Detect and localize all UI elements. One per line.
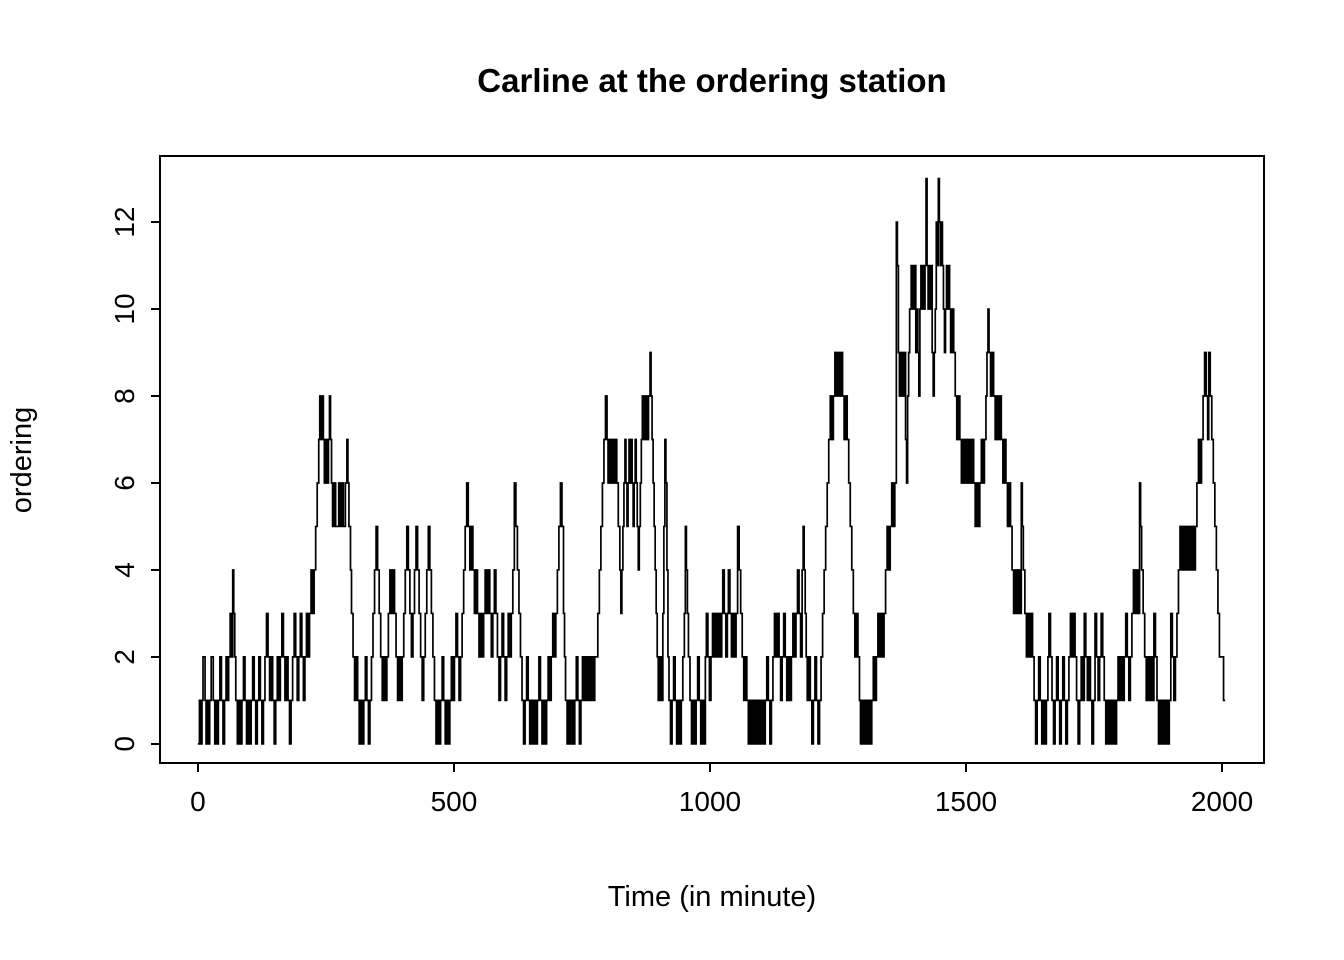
x-axis-tick-label: 1000 <box>679 786 741 817</box>
x-axis-tick-label: 1500 <box>935 786 997 817</box>
y-axis-tick-label: 2 <box>109 649 140 665</box>
y-axis-tick-label: 6 <box>109 475 140 491</box>
y-axis-tick-label: 4 <box>109 562 140 578</box>
y-axis-tick-label: 12 <box>109 207 140 238</box>
axes: 0 500 1000 1500 2000 0 2 4 6 8 10 12 <box>109 207 1253 817</box>
x-axis-tick-label: 2000 <box>1191 786 1253 817</box>
plot-border-box <box>159 155 1265 764</box>
data-line <box>197 177 1226 745</box>
x-axis-title: Time (in minute) <box>608 881 816 913</box>
y-axis-tick-label: 0 <box>109 736 140 752</box>
x-axis-tick-label: 0 <box>190 786 206 817</box>
y-axis-title: ordering <box>6 407 38 513</box>
y-axis-tick-label: 10 <box>109 293 140 324</box>
y-axis-tick-label: 8 <box>109 388 140 404</box>
chart-title: Carline at the ordering station <box>477 62 946 99</box>
data-series-layer <box>197 177 1226 745</box>
x-axis-tick-label: 500 <box>431 786 478 817</box>
